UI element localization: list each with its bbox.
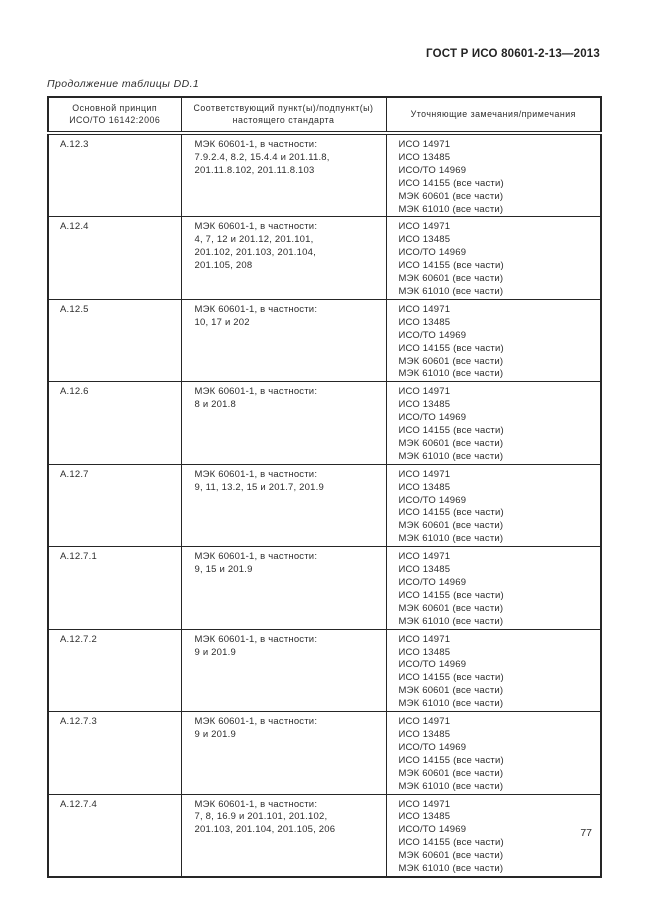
cell-remarks: ИСО 14971 ИСО 13485 ИСО/ТО 14969 ИСО 141… bbox=[385, 298, 602, 383]
cell-principle: А.12.7 bbox=[47, 463, 182, 548]
cell-remarks: ИСО 14971 ИСО 13485 ИСО/ТО 14969 ИСО 141… bbox=[385, 628, 602, 713]
table-row: А.12.7.2 МЭК 60601-1, в частности: 9 и 2… bbox=[47, 628, 602, 713]
cell-principle: А.12.6 bbox=[47, 381, 182, 465]
cell-remarks: ИСО 14971 ИСО 13485 ИСО/ТО 14969 ИСО 141… bbox=[385, 711, 602, 795]
cell-remarks: ИСО 14971 ИСО 13485 ИСО/ТО 14969 ИСО 141… bbox=[385, 216, 602, 300]
table-continuation-caption: Продолжение таблицы DD.1 bbox=[47, 78, 200, 90]
cell-principle: А.12.7.2 bbox=[47, 628, 182, 713]
cell-clauses: МЭК 60601-1, в частности: 7, 8, 16.9 и 2… bbox=[180, 793, 387, 878]
cell-principle: А.12.5 bbox=[47, 298, 182, 383]
table-header-row: Основной принцип ИСО/ТО 16142:2006 Соотв… bbox=[47, 96, 602, 135]
table-row: А.12.7 МЭК 60601-1, в частности: 9, 11, … bbox=[47, 463, 602, 548]
cell-remarks: ИСО 14971 ИСО 13485 ИСО/ТО 14969 ИСО 141… bbox=[385, 132, 602, 218]
table-row: А.12.6 МЭК 60601-1, в частности: 8 и 201… bbox=[47, 381, 602, 465]
cell-clauses: МЭК 60601-1, в частности: 8 и 201.8 bbox=[180, 381, 387, 465]
standard-header-title: ГОСТ Р ИСО 80601-2-13—2013 bbox=[426, 48, 600, 60]
table-row: А.12.3 МЭК 60601-1, в частности: 7.9.2.4… bbox=[47, 132, 602, 218]
table-body: А.12.3 МЭК 60601-1, в частности: 7.9.2.4… bbox=[47, 132, 602, 878]
page-number: 77 bbox=[580, 827, 592, 839]
table-row: А.12.7.3 МЭК 60601-1, в частности: 9 и 2… bbox=[47, 711, 602, 795]
cell-clauses: МЭК 60601-1, в частности: 9 и 201.9 bbox=[180, 711, 387, 795]
column-header-clauses: Соответствующий пункт(ы)/подпункт(ы) нас… bbox=[180, 96, 387, 135]
table-row: А.12.7.4 МЭК 60601-1, в частности: 7, 8,… bbox=[47, 793, 602, 878]
cell-clauses: МЭК 60601-1, в частности: 10, 17 и 202 bbox=[180, 298, 387, 383]
cell-remarks: ИСО 14971 ИСО 13485 ИСО/ТО 14969 ИСО 141… bbox=[385, 463, 602, 548]
column-header-remarks: Уточняющие замечания/примечания bbox=[385, 96, 602, 135]
cell-remarks: ИСО 14971 ИСО 13485 ИСО/ТО 14969 ИСО 141… bbox=[385, 381, 602, 465]
cell-principle: А.12.7.1 bbox=[47, 546, 182, 630]
cell-remarks: ИСО 14971 ИСО 13485 ИСО/ТО 14969 ИСО 141… bbox=[385, 793, 602, 878]
cell-clauses: МЭК 60601-1, в частности: 9, 15 и 201.9 bbox=[180, 546, 387, 630]
table-row: А.12.5 МЭК 60601-1, в частности: 10, 17 … bbox=[47, 298, 602, 383]
cell-clauses: МЭК 60601-1, в частности: 4, 7, 12 и 201… bbox=[180, 216, 387, 300]
cell-principle: А.12.7.4 bbox=[47, 793, 182, 878]
cell-remarks: ИСО 14971 ИСО 13485 ИСО/ТО 14969 ИСО 141… bbox=[385, 546, 602, 630]
cell-clauses: МЭК 60601-1, в частности: 9 и 201.9 bbox=[180, 628, 387, 713]
cell-principle: А.12.4 bbox=[47, 216, 182, 300]
table-row: А.12.7.1 МЭК 60601-1, в частности: 9, 15… bbox=[47, 546, 602, 630]
cell-principle: А.12.7.3 bbox=[47, 711, 182, 795]
cell-clauses: МЭК 60601-1, в частности: 9, 11, 13.2, 1… bbox=[180, 463, 387, 548]
cell-clauses: МЭК 60601-1, в частности: 7.9.2.4, 8.2, … bbox=[180, 132, 387, 218]
table-row: А.12.4 МЭК 60601-1, в частности: 4, 7, 1… bbox=[47, 216, 602, 300]
conformity-table: Основной принцип ИСО/ТО 16142:2006 Соотв… bbox=[47, 96, 602, 878]
cell-principle: А.12.3 bbox=[47, 132, 182, 218]
column-header-principle: Основной принцип ИСО/ТО 16142:2006 bbox=[47, 96, 182, 135]
